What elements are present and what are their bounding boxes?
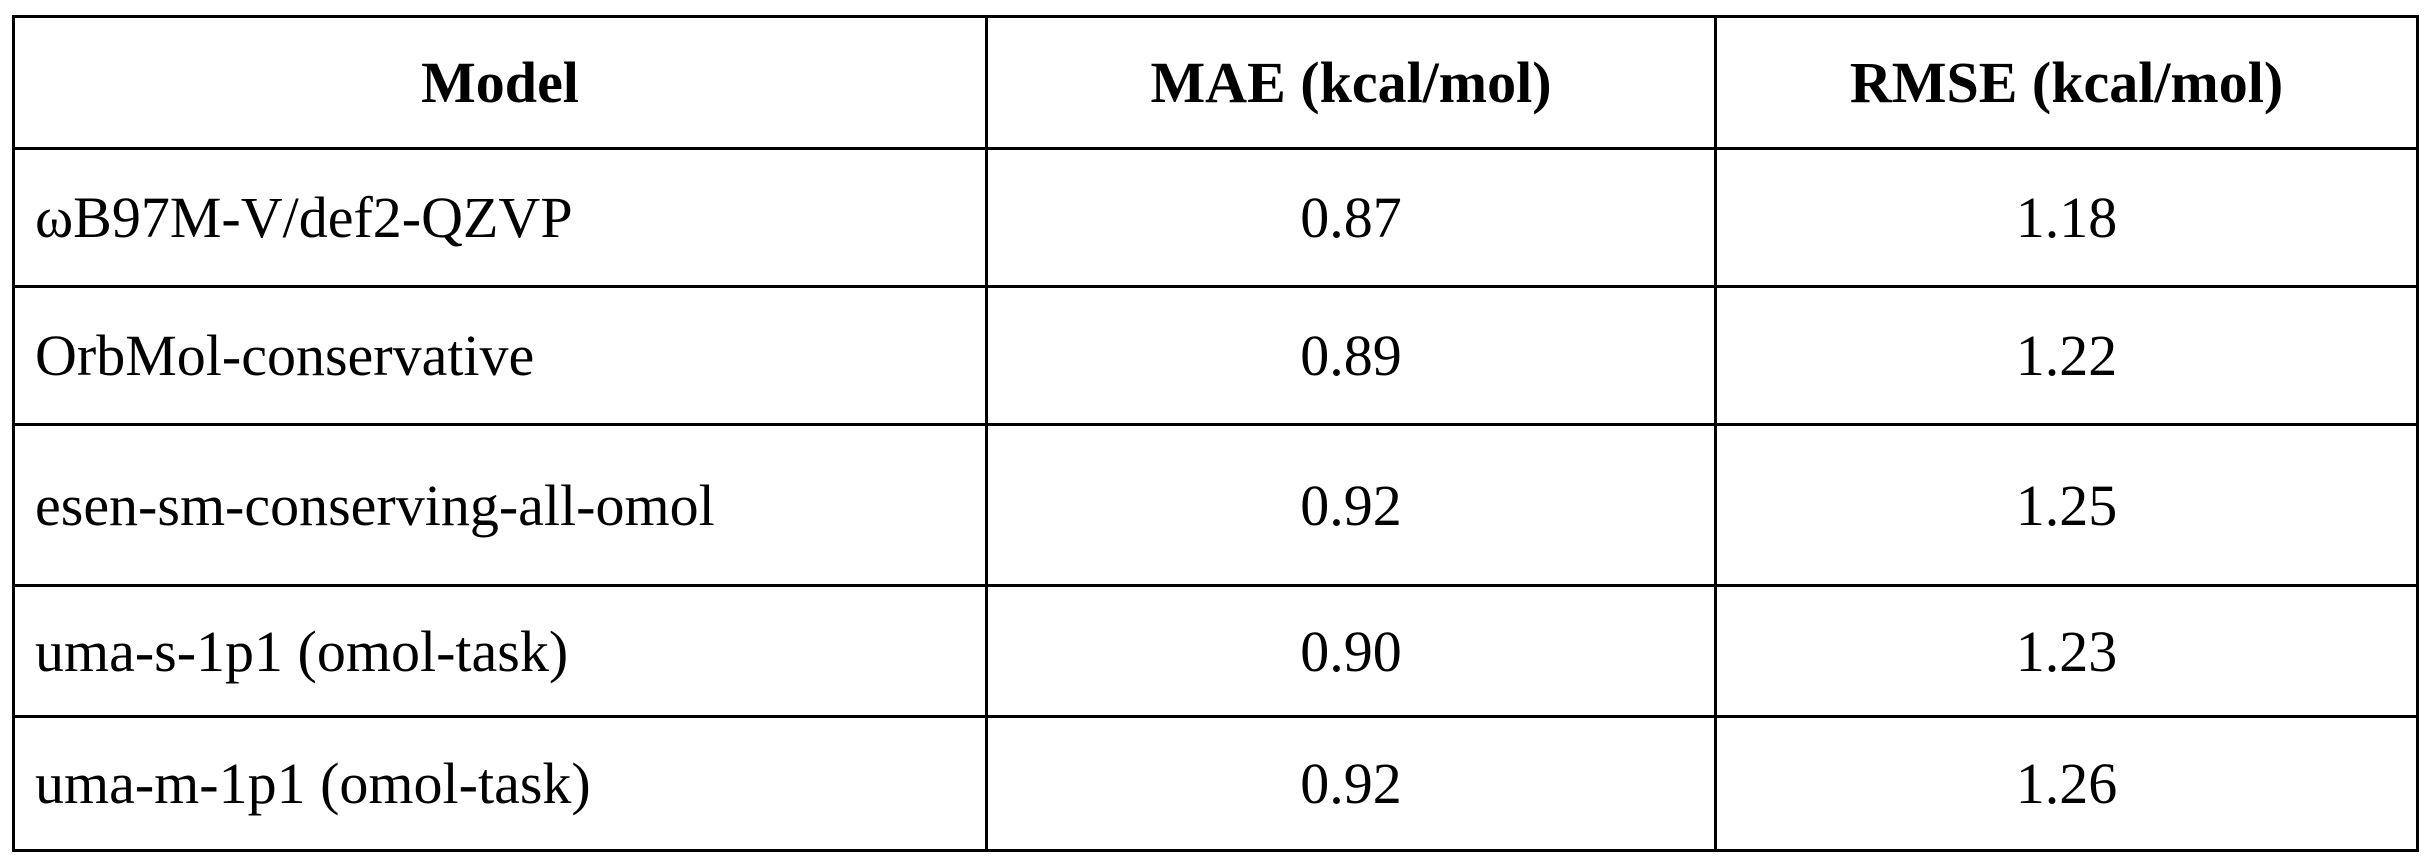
model-cell: OrbMol-conservative bbox=[12, 285, 988, 426]
header-cell: MAE (kcal/mol) bbox=[985, 15, 1717, 150]
model-cell: uma-m-1p1 (omol-task) bbox=[12, 715, 988, 852]
model-cell: ωB97M-V/def2-QZVP bbox=[12, 147, 988, 288]
results-table: Model MAE (kcal/mol) RMSE (kcal/mol) ωB97M… bbox=[12, 15, 2419, 852]
value-cell: 1.22 bbox=[1714, 285, 2419, 426]
table-header: Model MAE (kcal/mol) RMSE (kcal/mol) bbox=[12, 15, 2419, 150]
model-cell: uma-s-1p1 (omol-task) bbox=[12, 584, 988, 718]
value-cell: 1.23 bbox=[1714, 584, 2419, 718]
table-row: OrbMol-conservative 0.89 1.22 bbox=[12, 285, 2419, 426]
value-cell: 0.87 bbox=[985, 147, 1717, 288]
table-row: uma-m-1p1 (omol-task) 0.92 1.26 bbox=[12, 715, 2419, 852]
header-cell: RMSE (kcal/mol) bbox=[1714, 15, 2419, 150]
value-cell: 1.26 bbox=[1714, 715, 2419, 852]
table-body: ωB97M-V/def2-QZVP 0.87 1.18 OrbMol-conserva… bbox=[12, 147, 2419, 852]
table-row: ωB97M-V/def2-QZVP 0.87 1.18 bbox=[12, 147, 2419, 288]
value-cell: 1.25 bbox=[1714, 423, 2419, 587]
value-cell: 0.92 bbox=[985, 715, 1717, 852]
model-cell: esen-sm-conserving-all-omol bbox=[12, 423, 988, 587]
value-cell: 0.92 bbox=[985, 423, 1717, 587]
value-cell: 0.89 bbox=[985, 285, 1717, 426]
table-row: esen-sm-conserving-all-omol 0.92 1.25 bbox=[12, 423, 2419, 587]
value-cell: 1.18 bbox=[1714, 147, 2419, 288]
table-row: uma-s-1p1 (omol-task) 0.90 1.23 bbox=[12, 584, 2419, 718]
header-cell: Model bbox=[12, 15, 988, 150]
value-cell: 0.90 bbox=[985, 584, 1717, 718]
header-row: Model MAE (kcal/mol) RMSE (kcal/mol) bbox=[12, 15, 2419, 150]
